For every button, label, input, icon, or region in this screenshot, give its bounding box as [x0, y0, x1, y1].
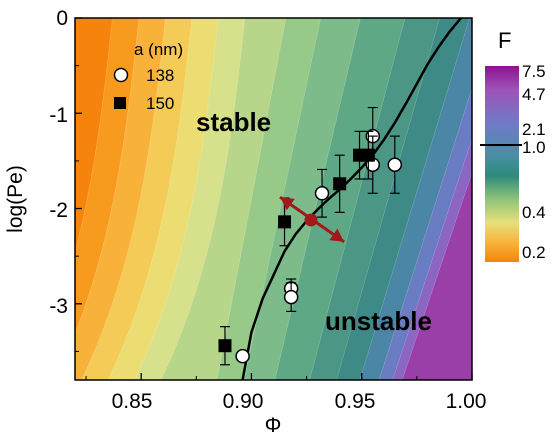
colorbar-tick-label: 0.4 [522, 203, 546, 222]
data-point-138 [235, 348, 250, 364]
colorbar-tick-label: 7.5 [522, 62, 546, 81]
x-tick-label: 0.95 [335, 390, 376, 413]
stable-region-label: stable [196, 107, 271, 137]
legend: a (nm) 138 150 [113, 40, 183, 113]
direction-arrow [279, 195, 345, 244]
axis-ticks [75, 17, 473, 380]
arrow-head [329, 228, 345, 242]
data-point-150 [218, 339, 232, 353]
y-tick-label: -2 [49, 199, 68, 222]
colorbar-gradient [485, 66, 519, 262]
data-point-150 [361, 148, 375, 162]
legend-entry-138: 138 [146, 66, 174, 85]
colorbar-tick-label: 4.7 [522, 85, 546, 104]
y-axis-label: log(Pe) [4, 165, 27, 233]
colorbar-tick-label: 2.1 [522, 120, 546, 139]
contour-background [75, 18, 472, 380]
colorbar-title: F [498, 28, 511, 53]
stability-boundary-curve [241, 17, 462, 381]
x-tick-label: 0.90 [223, 390, 264, 413]
data-point-150 [278, 215, 292, 229]
y-tick-label: -3 [49, 295, 68, 318]
data-point-138 [387, 157, 403, 172]
arrow-center-dot [304, 213, 318, 227]
y-tick-label: -1 [49, 104, 68, 127]
data-point-150 [333, 177, 347, 191]
legend-entry-150: 150 [146, 94, 174, 113]
data-markers [218, 106, 403, 366]
x-axis-label: Φ [265, 414, 282, 436]
data-point-138 [283, 289, 299, 305]
unstable-region-label: unstable [325, 306, 432, 336]
legend-marker-open-circle [113, 67, 129, 83]
colorbar: F 7.5 4.7 2.1 1.0 0.4 0.2 [480, 28, 546, 262]
contour-band [401, 171, 472, 380]
x-tick-label: 0.85 [112, 390, 153, 413]
legend-marker-filled-square [114, 97, 126, 109]
x-tick-label: 1.00 [446, 390, 487, 413]
colorbar-tick-label: 0.2 [522, 243, 546, 262]
y-tick-label: 0 [56, 7, 68, 30]
plot-frame [74, 17, 473, 381]
data-point-138 [314, 186, 330, 201]
arrow-head [280, 197, 295, 211]
colorbar-tick-label: 1.0 [522, 138, 546, 157]
legend-title: a (nm) [134, 40, 183, 59]
